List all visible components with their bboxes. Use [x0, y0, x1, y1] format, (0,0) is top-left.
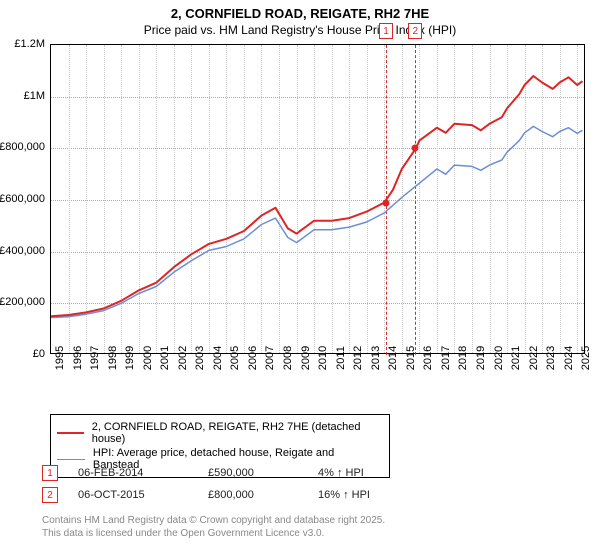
- x-tick-label: 2017: [440, 346, 452, 370]
- footer-line: This data is licensed under the Open Gov…: [42, 527, 385, 540]
- x-tick-label: 1998: [107, 346, 119, 370]
- transaction-date: 06-FEB-2014: [78, 467, 208, 479]
- transaction-badge: 1: [42, 465, 58, 481]
- footer-line: Contains HM Land Registry data © Crown c…: [42, 514, 385, 527]
- x-tick-label: 2011: [335, 346, 347, 370]
- x-tick-label: 2023: [545, 346, 557, 370]
- series-svg: [51, 45, 586, 355]
- legend-label: 2, CORNFIELD ROAD, REIGATE, RH2 7HE (det…: [92, 421, 383, 445]
- chart-container: 2, CORNFIELD ROAD, REIGATE, RH2 7HE Pric…: [0, 0, 600, 560]
- y-tick-label: £0: [33, 348, 45, 360]
- marker-badge: 2: [408, 23, 422, 39]
- x-tick-label: 2020: [493, 346, 505, 370]
- series-hpi: [51, 126, 583, 317]
- y-tick-label: £600,000: [0, 193, 45, 205]
- y-tick-label: £800,000: [0, 141, 45, 153]
- chart-area: 12 £0£200,000£400,000£600,000£800,000£1M…: [50, 44, 585, 374]
- transaction-pct: 4% ↑ HPI: [318, 467, 438, 479]
- y-tick-label: £200,000: [0, 296, 45, 308]
- transaction-row: 1 06-FEB-2014 £590,000 4% ↑ HPI: [42, 462, 438, 484]
- x-tick-label: 2015: [405, 346, 417, 370]
- x-tick-label: 2019: [475, 346, 487, 370]
- x-tick-label: 2008: [282, 346, 294, 370]
- title-block: 2, CORNFIELD ROAD, REIGATE, RH2 7HE Pric…: [0, 0, 600, 37]
- x-tick-label: 2025: [580, 346, 592, 370]
- x-tick-label: 2004: [212, 346, 224, 370]
- title-main: 2, CORNFIELD ROAD, REIGATE, RH2 7HE: [0, 6, 600, 21]
- y-tick-label: £400,000: [0, 245, 45, 257]
- y-tick-label: £1.2M: [14, 38, 45, 50]
- x-tick-label: 2002: [177, 346, 189, 370]
- x-tick-label: 2003: [194, 346, 206, 370]
- transaction-table: 1 06-FEB-2014 £590,000 4% ↑ HPI 2 06-OCT…: [42, 462, 438, 506]
- footer: Contains HM Land Registry data © Crown c…: [42, 514, 385, 540]
- transaction-row: 2 06-OCT-2015 £800,000 16% ↑ HPI: [42, 484, 438, 506]
- x-tick-label: 2000: [142, 346, 154, 370]
- x-tick-label: 2013: [370, 346, 382, 370]
- x-tick-label: 1995: [54, 346, 66, 370]
- x-tick-label: 2001: [159, 346, 171, 370]
- x-tick-label: 2024: [563, 346, 575, 370]
- x-tick-label: 2012: [352, 346, 364, 370]
- x-tick-label: 2018: [457, 346, 469, 370]
- title-sub: Price paid vs. HM Land Registry's House …: [0, 23, 600, 37]
- x-tick-label: 1997: [89, 346, 101, 370]
- transaction-date: 06-OCT-2015: [78, 489, 208, 501]
- x-tick-label: 2007: [264, 346, 276, 370]
- x-tick-label: 2021: [510, 346, 522, 370]
- x-tick-label: 2016: [422, 346, 434, 370]
- transaction-price: £590,000: [208, 467, 318, 479]
- x-tick-label: 1999: [124, 346, 136, 370]
- legend-swatch-0: [57, 432, 84, 434]
- plot-area: 12: [50, 44, 585, 354]
- legend-swatch-1: [57, 459, 85, 460]
- x-tick-label: 2014: [387, 346, 399, 370]
- x-tick-label: 2005: [229, 346, 241, 370]
- marker-badge: 1: [379, 23, 393, 39]
- x-tick-label: 2010: [317, 346, 329, 370]
- legend-item: 2, CORNFIELD ROAD, REIGATE, RH2 7HE (det…: [57, 421, 383, 445]
- transaction-badge: 2: [42, 487, 58, 503]
- transaction-price: £800,000: [208, 489, 318, 501]
- y-tick-label: £1M: [24, 90, 45, 102]
- transaction-pct: 16% ↑ HPI: [318, 489, 438, 501]
- x-tick-label: 2022: [528, 346, 540, 370]
- series-price_paid: [51, 76, 583, 316]
- x-tick-label: 1996: [72, 346, 84, 370]
- x-tick-label: 2006: [247, 346, 259, 370]
- x-tick-label: 2009: [300, 346, 312, 370]
